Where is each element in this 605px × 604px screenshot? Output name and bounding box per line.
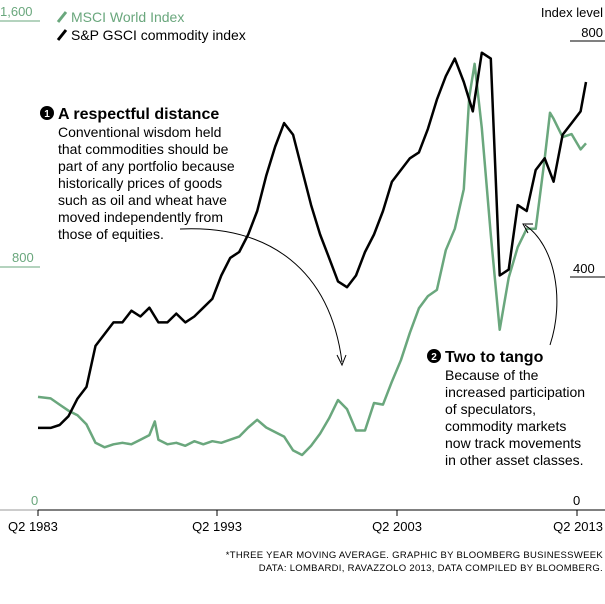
x-axis-label-1983: Q2 1983 bbox=[8, 519, 58, 534]
annotation1-line-4: historically prices of goods bbox=[58, 175, 222, 191]
annotation1-line-6: moved independently from bbox=[58, 209, 223, 225]
annotation2-line-2: increased participation bbox=[445, 384, 585, 400]
x-axis-label-2013: Q2 2013 bbox=[553, 519, 603, 534]
left-axis-label-0: 0 bbox=[31, 493, 38, 508]
annotation1-heading: A respectful distance bbox=[58, 106, 219, 123]
legend-msci-swatch bbox=[56, 11, 68, 23]
msci-series-line bbox=[37, 62, 587, 457]
footnote-line-1: *THREE YEAR MOVING AVERAGE. GRAPHIC BY B… bbox=[226, 550, 604, 561]
annotation2-arrow bbox=[524, 224, 558, 346]
annotation1-line-1: Conventional wisdom held bbox=[58, 124, 221, 140]
annotation2-line-6: in other asset classes. bbox=[445, 452, 584, 468]
annotation2-heading: Two to tango bbox=[445, 349, 544, 366]
gsci-series-line bbox=[38, 51, 588, 430]
annotation2-line-4: commodity markets bbox=[445, 418, 566, 434]
left-axis-label-800: 800 bbox=[12, 250, 34, 265]
x-axis-label-1993: Q2 1993 bbox=[192, 519, 242, 534]
left-axis-label-1600: 1,600 bbox=[0, 4, 33, 19]
right-axis-label-400: 400 bbox=[573, 261, 595, 276]
annotation2-arrowhead bbox=[522, 223, 533, 234]
annotation2-line-5: now track movements bbox=[445, 435, 581, 451]
annotation1-arrowhead bbox=[336, 354, 347, 367]
annotation1-arrow bbox=[179, 228, 343, 363]
right-axis-title: Index level bbox=[541, 5, 603, 20]
annotation2-line-1: Because of the bbox=[445, 367, 539, 383]
legend-gsci-label: S&P GSCI commodity index bbox=[71, 27, 246, 43]
annotation1-line-5: such as oil and wheat have bbox=[58, 192, 227, 208]
right-axis-label-800: 800 bbox=[581, 25, 603, 40]
annotation1-badge-number: 1 bbox=[44, 109, 50, 120]
right-axis-label-0: 0 bbox=[573, 493, 580, 508]
legend-gsci-swatch bbox=[56, 29, 68, 41]
annotation1-badge bbox=[40, 106, 54, 120]
annotation1-line-3: part of any portfolio because bbox=[58, 158, 235, 174]
annotation2-badge-number: 2 bbox=[431, 352, 437, 363]
annotation1-line-7: those of equities. bbox=[58, 226, 164, 242]
annotation2-badge bbox=[427, 349, 441, 363]
annotation1-line-2: that commodities should be bbox=[58, 141, 229, 157]
footnote-line-2: DATA: LOMBARDI, RAVAZZOLO 2013, DATA COM… bbox=[259, 563, 603, 574]
annotation2-line-3: of speculators, bbox=[445, 401, 536, 417]
x-axis-label-2003: Q2 2003 bbox=[372, 519, 422, 534]
legend-msci-label: MSCI World Index bbox=[71, 9, 184, 25]
